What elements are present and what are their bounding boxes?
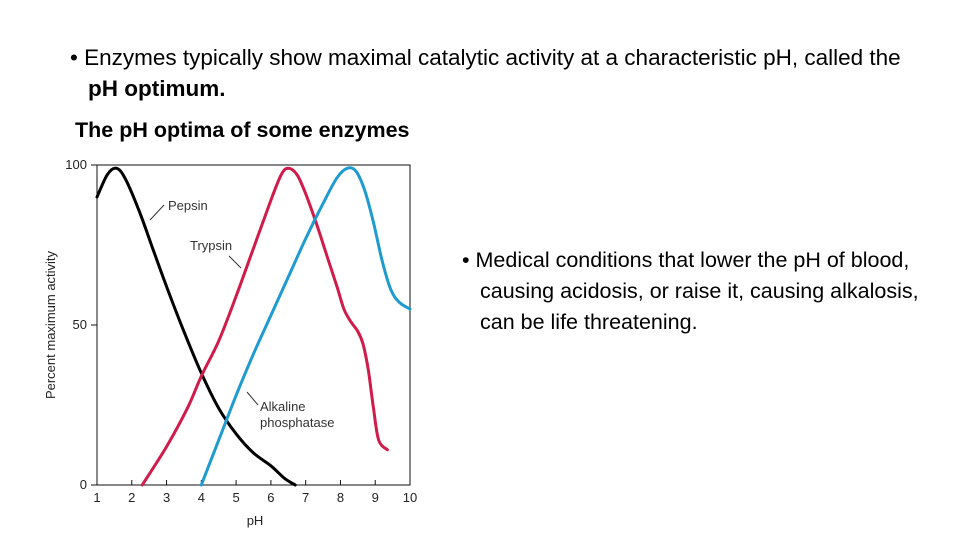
series-line-pepsin xyxy=(95,166,297,487)
x-tick-label: 5 xyxy=(232,490,239,505)
y-axis-label: Percent maximum activity xyxy=(43,250,58,399)
series-line-trypsin xyxy=(140,166,389,487)
x-tick-label: 1 xyxy=(93,490,100,505)
y-tick-label: 0 xyxy=(80,477,87,492)
right-bullet-text: • Medical conditions that lower the pH o… xyxy=(462,245,940,338)
right-bullet-marker: • xyxy=(462,248,470,272)
x-tick-label: 6 xyxy=(267,490,274,505)
leader-line-trypsin xyxy=(228,255,242,269)
chart-axes: pH Percent maximum activity xyxy=(43,164,411,528)
series-label-line: Pepsin xyxy=(168,198,208,213)
y-tick-label: 100 xyxy=(65,157,87,172)
plot-frame xyxy=(96,164,411,486)
x-tick-label: 8 xyxy=(337,490,344,505)
top-bullet-text: • Enzymes typically show maximal catalyt… xyxy=(70,42,908,104)
series-label-line: phosphatase xyxy=(260,415,334,430)
top-bullet-text-bold: pH optimum. xyxy=(88,76,226,101)
top-bullet-text-plain: Enzymes typically show maximal catalytic… xyxy=(77,45,901,70)
series-label-alkaline-phosphatase: Alkaline phosphatase xyxy=(260,399,334,430)
x-tick-label: 10 xyxy=(403,490,417,505)
x-tick-label: 7 xyxy=(302,490,309,505)
series-line-alkaline-phosphatase xyxy=(199,166,412,487)
chart-series xyxy=(95,166,412,487)
top-bullet-marker: • xyxy=(70,45,78,70)
x-tick-label: 9 xyxy=(372,490,379,505)
x-tick-label: 4 xyxy=(198,490,205,505)
leader-line-alkaline-phosphatase xyxy=(246,391,259,406)
series-label-line: Alkaline xyxy=(260,399,306,414)
y-tick-label: 50 xyxy=(73,317,87,332)
x-axis-label: pH xyxy=(247,513,264,528)
series-label-line: Trypsin xyxy=(190,238,232,253)
chart-subtitle: The pH optima of some enzymes xyxy=(75,118,410,142)
leader-line-pepsin xyxy=(149,204,165,221)
x-tick-label: 3 xyxy=(163,490,170,505)
series-label-trypsin: Trypsin xyxy=(190,238,232,253)
right-bullet-text-body: Medical conditions that lower the pH of … xyxy=(469,248,919,334)
series-label-pepsin: Pepsin xyxy=(168,198,208,213)
chart-series-labels: Pepsin Trypsin Alkaline phosphatase xyxy=(149,198,334,430)
x-tick-label: 2 xyxy=(128,490,135,505)
